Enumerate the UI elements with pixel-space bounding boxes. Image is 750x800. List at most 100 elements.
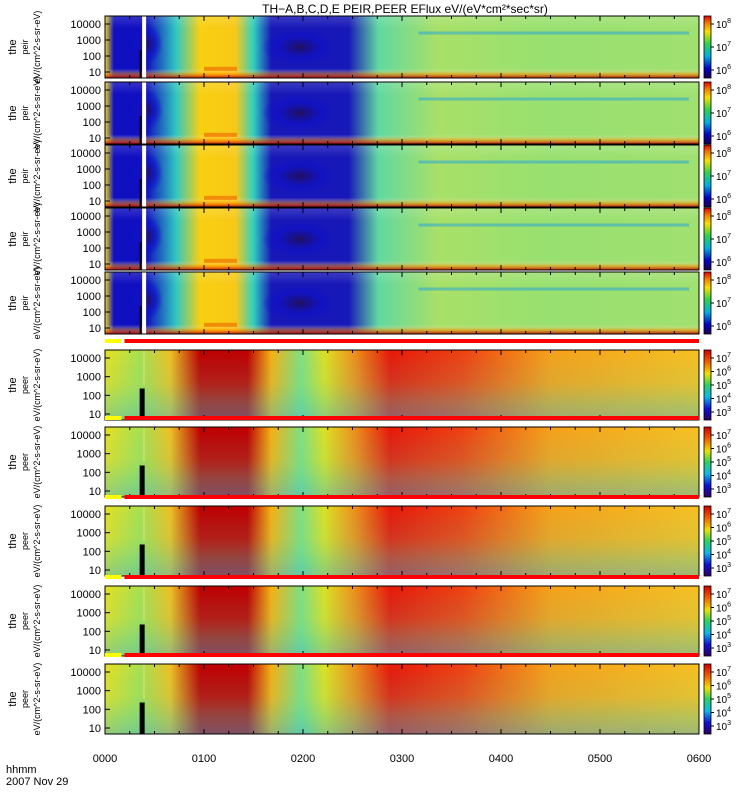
colorbar bbox=[703, 81, 712, 145]
panel-9-peer: 10 100 1000 10000 the peer eV/(cm^2-s-sr-eV) 10… bbox=[7, 575, 731, 657]
quality-bar-good bbox=[105, 339, 122, 343]
panel-ylabel: the bbox=[7, 105, 19, 120]
panel-8-peer: 10 100 1000 10000 the peer eV/(cm^2-s-sr-eV) 10… bbox=[7, 495, 731, 577]
colorbar bbox=[703, 349, 712, 421]
colorbar-tick-label: 107 bbox=[716, 297, 731, 310]
quality-bar-bad bbox=[124, 416, 699, 420]
y-tick-label: 10000 bbox=[70, 148, 101, 160]
colorbar-tick-label: 107 bbox=[716, 41, 731, 54]
y-tick-label: 1000 bbox=[77, 528, 101, 540]
quality-bar-good bbox=[105, 495, 122, 499]
y-tick-label: 10000 bbox=[70, 85, 101, 97]
panel-unit-label: eV/(cm^2-s-sr-eV) bbox=[32, 505, 42, 578]
ion-core-left bbox=[129, 215, 164, 257]
colorbar-tick-label: 104 bbox=[716, 629, 731, 642]
ion-core-left bbox=[129, 152, 164, 194]
y-tick-label: 100 bbox=[83, 704, 101, 716]
x-tick-label: 0100 bbox=[192, 753, 216, 765]
y-tick-label: 10 bbox=[89, 133, 101, 145]
y-tick-label: 10 bbox=[89, 723, 101, 735]
colorbar-tick-label: 107 bbox=[716, 233, 731, 246]
colorbar-tick-label: 107 bbox=[716, 170, 731, 183]
colorbar-tick-label: 106 bbox=[716, 64, 731, 77]
colorbar-tick-label: 107 bbox=[716, 429, 731, 442]
gap-marker bbox=[139, 179, 142, 207]
colorbar-tick-label: 103 bbox=[716, 642, 731, 655]
colorbar-tick-label: 103 bbox=[716, 562, 731, 575]
colorbar bbox=[703, 426, 712, 498]
spectrogram-energy-shading bbox=[105, 145, 699, 207]
colorbar-tick-label: 106 bbox=[716, 256, 731, 269]
panel-2-peir: 10 100 1000 10000 the peir eV/(cm^2-s-sr-eV) 10… bbox=[7, 77, 731, 150]
gap-marker bbox=[139, 116, 142, 144]
panel-name: peer bbox=[20, 690, 30, 708]
y-tick-label: 100 bbox=[83, 626, 101, 638]
ion-core-right bbox=[261, 94, 338, 132]
spectrogram-energy-shading bbox=[105, 586, 699, 656]
colorbar-tick-label: 103 bbox=[716, 720, 731, 733]
colorbar-tick-label: 107 bbox=[716, 352, 731, 365]
panel-unit-label: eV/(cm^2-s-sr-eV) bbox=[32, 11, 42, 84]
y-tick-label: 100 bbox=[83, 467, 101, 479]
quality-bar-bad bbox=[124, 575, 699, 579]
y-tick-label: 10000 bbox=[70, 667, 101, 679]
y-tick-label: 10 bbox=[89, 259, 101, 271]
ion-low-energy-band bbox=[204, 195, 237, 200]
colorbar-tick-label: 107 bbox=[716, 666, 731, 679]
ion-low-energy-band bbox=[204, 66, 237, 71]
gap-marker bbox=[139, 702, 145, 734]
gap-white-band bbox=[142, 208, 147, 270]
ion-high-energy-streak bbox=[418, 97, 689, 101]
colorbar-tick-label: 108 bbox=[716, 18, 731, 31]
colorbar-tick-label: 107 bbox=[716, 508, 731, 521]
colorbar-tick-label: 106 bbox=[716, 320, 731, 333]
panel-name: peir bbox=[20, 39, 30, 54]
colorbar-tick-label: 105 bbox=[716, 379, 731, 392]
ion-core-right bbox=[261, 28, 338, 66]
gap-marker bbox=[139, 242, 142, 270]
ion-core-left bbox=[129, 89, 164, 131]
quality-bar-bad bbox=[124, 653, 699, 657]
quality-bar-good bbox=[105, 416, 122, 420]
x-tick-label: 0400 bbox=[489, 753, 513, 765]
ion-low-energy-band bbox=[204, 322, 237, 327]
colorbar bbox=[703, 207, 712, 271]
ion-high-energy-streak bbox=[418, 287, 689, 291]
quality-bar-good bbox=[105, 575, 122, 579]
spectrogram-energy-shading bbox=[105, 208, 699, 270]
gap-white-band bbox=[142, 16, 147, 78]
y-tick-label: 1000 bbox=[77, 101, 101, 113]
quality-bar-bad bbox=[124, 339, 699, 343]
colorbar-tick-label: 106 bbox=[716, 522, 731, 535]
panel-name: peer bbox=[20, 453, 30, 471]
panel-ylabel: the bbox=[7, 231, 19, 246]
colorbar-tick-label: 108 bbox=[716, 210, 731, 223]
footer-time-label: hhmm bbox=[6, 764, 37, 776]
y-tick-label: 10000 bbox=[70, 430, 101, 442]
spectrogram-energy-shading bbox=[105, 664, 699, 734]
x-tick-label: 0000 bbox=[93, 753, 117, 765]
ion-core-left bbox=[129, 279, 164, 321]
gap-marker bbox=[139, 544, 145, 576]
x-tick-label: 0200 bbox=[291, 753, 315, 765]
panel-ylabel: the bbox=[7, 533, 19, 548]
ion-core-right bbox=[261, 220, 338, 258]
y-tick-label: 100 bbox=[83, 117, 101, 129]
gap-white-band bbox=[142, 82, 147, 144]
panel-4-peir: 10 100 1000 10000 the peir eV/(cm^2-s-sr-eV) 10… bbox=[7, 203, 731, 276]
colorbar-tick-label: 105 bbox=[716, 693, 731, 706]
spectrogram-energy-shading bbox=[105, 16, 699, 78]
y-tick-label: 1000 bbox=[77, 608, 101, 620]
colorbar-tick-label: 108 bbox=[716, 147, 731, 160]
y-tick-label: 100 bbox=[83, 180, 101, 192]
x-axis: 0000 0100 0200 0300 0400 0500 0600 bbox=[93, 753, 711, 765]
panel-unit-label: eV/(cm^2-s-sr-eV) bbox=[32, 663, 42, 736]
colorbar-tick-label: 106 bbox=[716, 130, 731, 143]
ion-core-right bbox=[261, 284, 338, 322]
y-tick-label: 10 bbox=[89, 645, 101, 657]
colorbar-tick-label: 108 bbox=[716, 84, 731, 97]
panel-7-peer: 10 100 1000 10000 the peer eV/(cm^2-s-sr-eV) 10… bbox=[7, 416, 731, 498]
y-tick-label: 10000 bbox=[70, 211, 101, 223]
